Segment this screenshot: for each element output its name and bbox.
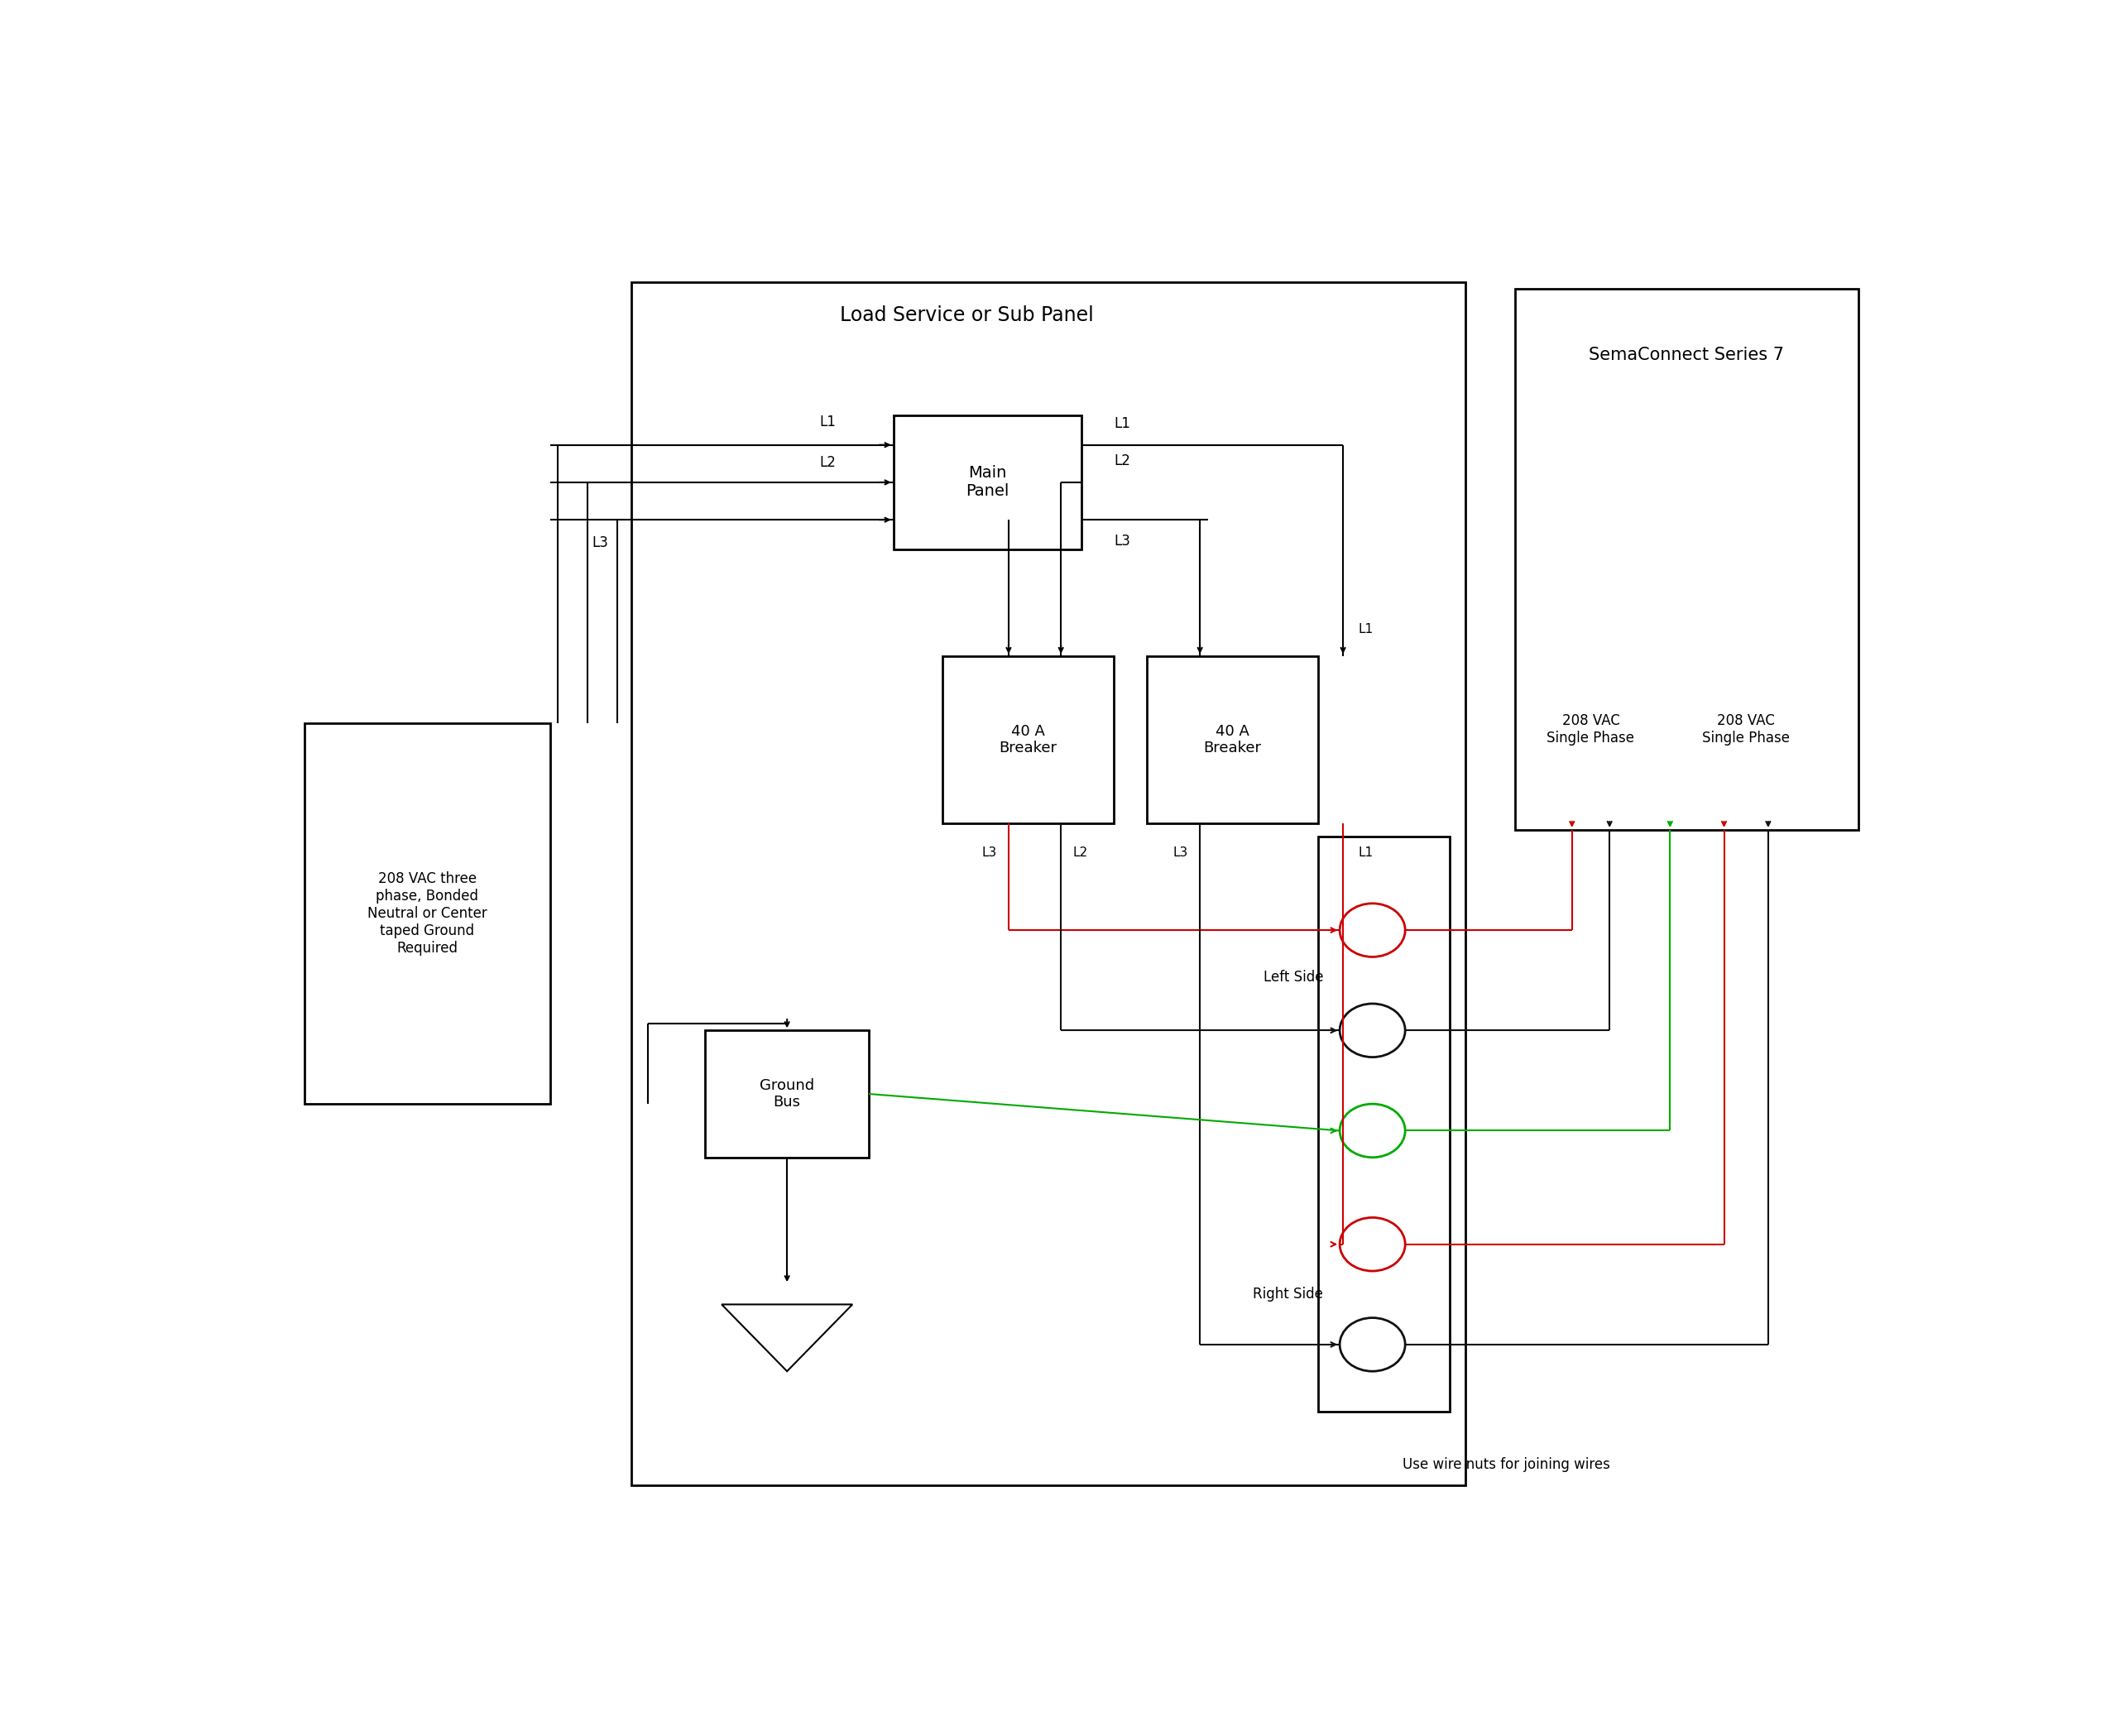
Text: L1: L1 [1359,623,1374,635]
Text: L1: L1 [1114,417,1131,431]
Circle shape [1340,1104,1405,1158]
Text: L2: L2 [1074,847,1089,859]
Text: L1: L1 [1359,847,1374,859]
Circle shape [1340,1318,1405,1371]
Circle shape [1340,1217,1405,1271]
Text: SemaConnect Series 7: SemaConnect Series 7 [1589,347,1785,363]
Text: L3: L3 [593,535,610,550]
Text: L3: L3 [1173,847,1188,859]
Text: L1: L1 [819,415,836,429]
Bar [1319,837,1450,1411]
Bar [1148,656,1319,823]
Text: L3: L3 [1114,533,1131,549]
Text: 40 A
Breaker: 40 A Breaker [1203,724,1262,755]
Text: L2: L2 [819,455,836,470]
Text: L2: L2 [1114,453,1131,469]
Text: Main
Panel: Main Panel [966,465,1009,500]
Text: Right Side: Right Side [1253,1286,1323,1302]
Circle shape [1340,903,1405,957]
Text: 208 VAC
Single Phase: 208 VAC Single Phase [1703,713,1789,746]
Text: Use wire nuts for joining wires: Use wire nuts for joining wires [1403,1458,1610,1472]
Text: Load Service or Sub Panel: Load Service or Sub Panel [840,306,1093,325]
Bar [943,656,1114,823]
Text: 40 A
Breaker: 40 A Breaker [1000,724,1057,755]
Bar [705,1031,869,1158]
Text: 208 VAC
Single Phase: 208 VAC Single Phase [1547,713,1635,746]
Text: 208 VAC three
phase, Bonded
Neutral or Center
taped Ground
Required: 208 VAC three phase, Bonded Neutral or C… [367,871,487,955]
Text: Left Side: Left Side [1264,969,1323,984]
Bar [631,281,1466,1484]
Bar [893,415,1080,549]
Bar [304,722,551,1104]
Circle shape [1340,1003,1405,1057]
Text: Ground
Bus: Ground Bus [760,1078,814,1109]
Bar [1515,288,1859,830]
Text: L3: L3 [981,847,996,859]
